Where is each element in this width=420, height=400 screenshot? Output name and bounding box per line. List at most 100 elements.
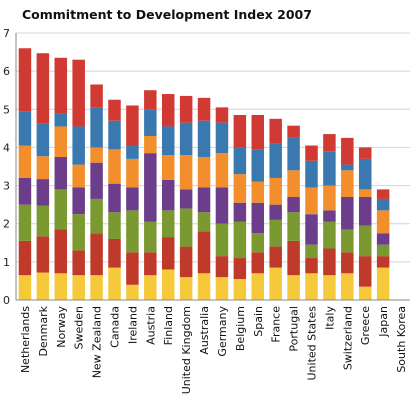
category-label: Japan bbox=[377, 306, 390, 338]
bar-segment bbox=[197, 156, 211, 188]
bar-segment bbox=[215, 223, 229, 257]
bar-segment bbox=[358, 225, 372, 257]
bar-segment bbox=[54, 126, 68, 157]
y-tick-label: 7 bbox=[3, 27, 10, 40]
category-label: Germany bbox=[216, 306, 229, 357]
bar-segment bbox=[179, 277, 193, 300]
bar-segment bbox=[18, 145, 32, 178]
bar-segment bbox=[197, 231, 211, 274]
bar-segment bbox=[376, 233, 390, 245]
bar-segment bbox=[161, 179, 175, 211]
bar-segment bbox=[161, 126, 175, 156]
bar-segment bbox=[126, 187, 139, 211]
bar-segment bbox=[18, 275, 32, 300]
bar-segment bbox=[179, 246, 193, 278]
category-label: France bbox=[270, 306, 283, 343]
bar-segment bbox=[251, 115, 265, 150]
bar-segment bbox=[108, 99, 121, 121]
bar-segment bbox=[108, 212, 121, 239]
bar-segment bbox=[251, 252, 265, 274]
bar-segment bbox=[215, 153, 229, 188]
bar-segment bbox=[90, 107, 103, 148]
bar-segment bbox=[108, 238, 121, 268]
bar-segment bbox=[72, 214, 85, 251]
bar-segment bbox=[376, 198, 390, 211]
bar-segment bbox=[341, 170, 354, 198]
bar-segment bbox=[18, 204, 32, 241]
bar-segment bbox=[305, 187, 318, 215]
bar-segment bbox=[144, 109, 157, 136]
bar-segment bbox=[305, 160, 318, 188]
y-tick-label: 0 bbox=[3, 294, 10, 307]
bar-segment bbox=[215, 256, 229, 278]
bar-segment bbox=[126, 284, 139, 300]
bar-segment bbox=[305, 258, 318, 274]
bar-segment bbox=[54, 57, 68, 114]
bar-segment bbox=[233, 202, 247, 222]
bar-segment bbox=[197, 120, 211, 157]
category-label: Belgium bbox=[234, 306, 247, 351]
bar-segment bbox=[341, 197, 354, 230]
y-tick-label: 1 bbox=[3, 256, 10, 269]
bar-segment bbox=[54, 229, 68, 274]
bar-segment bbox=[376, 189, 390, 199]
bar-segment bbox=[36, 123, 50, 157]
bar-segment bbox=[233, 147, 247, 175]
category-label: South Korea bbox=[395, 306, 408, 373]
category-label: United Kingdom bbox=[180, 306, 193, 394]
bar-segment bbox=[18, 177, 32, 205]
bar-segment bbox=[269, 267, 282, 300]
bar-segment bbox=[251, 202, 265, 234]
bar-segment bbox=[358, 256, 372, 287]
bar-segment bbox=[341, 229, 354, 253]
bar-segment bbox=[358, 189, 372, 198]
bar-segment bbox=[161, 269, 175, 300]
bar-segment bbox=[72, 275, 85, 300]
category-label: United States bbox=[306, 306, 319, 381]
bar-segment bbox=[72, 164, 85, 188]
bar-segment bbox=[179, 95, 193, 123]
category-label: Denmark bbox=[37, 305, 50, 356]
bar-segment bbox=[144, 252, 157, 276]
bar-segment bbox=[323, 221, 336, 249]
y-tick-label: 6 bbox=[3, 65, 10, 78]
y-tick-label: 2 bbox=[3, 218, 10, 231]
bar-segment bbox=[215, 107, 229, 123]
bar-segment bbox=[108, 149, 121, 184]
category-label: Ireland bbox=[126, 306, 139, 344]
bar-segment bbox=[36, 236, 50, 273]
bar-segment bbox=[269, 204, 282, 220]
bar-segment bbox=[323, 275, 336, 300]
bar-segment bbox=[36, 205, 50, 237]
bar-segment bbox=[215, 187, 229, 224]
bar-stacks bbox=[18, 48, 390, 300]
bar-segment bbox=[251, 149, 265, 182]
bar-segment bbox=[233, 279, 247, 300]
bar-segment bbox=[358, 147, 372, 159]
bar-segment bbox=[341, 252, 354, 274]
bar-segment bbox=[358, 158, 372, 190]
axes bbox=[15, 33, 410, 301]
bar-segment bbox=[269, 143, 282, 178]
bar-segment bbox=[90, 275, 103, 300]
bar-segment bbox=[323, 248, 336, 276]
y-tick-label: 3 bbox=[3, 180, 10, 193]
bar-segment bbox=[161, 94, 175, 127]
bar-segment bbox=[251, 181, 265, 203]
bar-segment bbox=[54, 113, 68, 127]
bar-segment bbox=[144, 90, 157, 110]
bar-segment bbox=[90, 147, 103, 163]
bar-segment bbox=[144, 221, 157, 253]
category-label: Norway bbox=[55, 306, 68, 348]
bar-segment bbox=[305, 214, 318, 245]
category-label: Greece bbox=[359, 306, 372, 345]
bar-segment bbox=[376, 244, 390, 257]
bar-segment bbox=[18, 240, 32, 276]
bar-segment bbox=[287, 275, 300, 300]
category-labels: Netherlands Denmark Norway Sweden New Zealan… bbox=[19, 305, 408, 394]
bar-segment bbox=[287, 212, 300, 241]
bar-segment bbox=[305, 244, 318, 259]
bar-segment bbox=[233, 258, 247, 280]
bar-segment bbox=[90, 198, 103, 234]
bar-segment bbox=[323, 134, 336, 152]
